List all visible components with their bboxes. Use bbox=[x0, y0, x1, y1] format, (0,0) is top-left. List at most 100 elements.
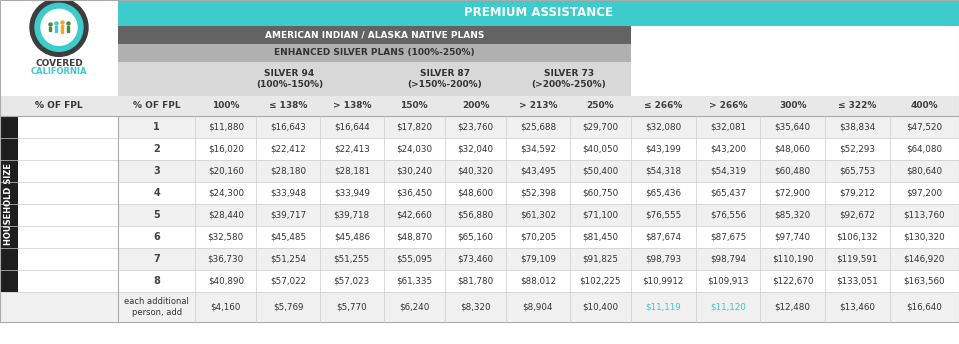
Text: $8,320: $8,320 bbox=[460, 302, 491, 312]
Text: $109,913: $109,913 bbox=[708, 277, 749, 286]
Bar bbox=[67, 26, 69, 32]
Bar bbox=[118, 182, 959, 204]
Bar bbox=[55, 26, 58, 32]
Text: $13,460: $13,460 bbox=[839, 302, 876, 312]
Text: $55,095: $55,095 bbox=[396, 255, 433, 264]
Text: $110,190: $110,190 bbox=[772, 255, 813, 264]
Text: $25,688: $25,688 bbox=[520, 122, 556, 131]
Text: $92,672: $92,672 bbox=[839, 211, 876, 219]
Bar bbox=[60, 25, 63, 33]
Text: ENHANCED SILVER PLANS (100%-250%): ENHANCED SILVER PLANS (100%-250%) bbox=[274, 49, 475, 57]
Text: > 138%: > 138% bbox=[333, 101, 371, 110]
Text: $32,080: $32,080 bbox=[645, 122, 682, 131]
Text: $16,643: $16,643 bbox=[270, 122, 306, 131]
Text: 400%: 400% bbox=[911, 101, 938, 110]
Text: $8,904: $8,904 bbox=[523, 302, 553, 312]
Circle shape bbox=[41, 9, 77, 45]
Text: $65,753: $65,753 bbox=[839, 166, 876, 175]
Text: $12,480: $12,480 bbox=[775, 302, 810, 312]
Text: $85,320: $85,320 bbox=[775, 211, 811, 219]
Bar bbox=[118, 270, 959, 292]
Text: $98,793: $98,793 bbox=[645, 255, 682, 264]
Text: $65,437: $65,437 bbox=[710, 189, 746, 197]
Text: $81,450: $81,450 bbox=[582, 233, 619, 241]
Text: $91,825: $91,825 bbox=[582, 255, 619, 264]
Text: $71,100: $71,100 bbox=[582, 211, 619, 219]
Text: ≤ 266%: ≤ 266% bbox=[644, 101, 683, 110]
Text: 2: 2 bbox=[153, 144, 160, 154]
Text: $11,120: $11,120 bbox=[710, 302, 746, 312]
Text: $38,834: $38,834 bbox=[839, 122, 876, 131]
Text: $57,023: $57,023 bbox=[334, 277, 370, 286]
Text: $52,293: $52,293 bbox=[839, 144, 876, 153]
Text: $33,949: $33,949 bbox=[334, 189, 370, 197]
Text: $81,780: $81,780 bbox=[457, 277, 494, 286]
Text: $61,302: $61,302 bbox=[520, 211, 556, 219]
Text: $80,640: $80,640 bbox=[906, 166, 943, 175]
Text: $20,160: $20,160 bbox=[208, 166, 244, 175]
Text: $39,717: $39,717 bbox=[270, 211, 306, 219]
Bar bbox=[0, 96, 118, 116]
Text: 4: 4 bbox=[153, 188, 160, 198]
Text: $88,012: $88,012 bbox=[520, 277, 556, 286]
Text: 100%: 100% bbox=[212, 101, 240, 110]
Text: $28,180: $28,180 bbox=[270, 166, 306, 175]
Text: $32,580: $32,580 bbox=[208, 233, 244, 241]
Text: $39,718: $39,718 bbox=[334, 211, 370, 219]
Text: $73,460: $73,460 bbox=[457, 255, 494, 264]
Text: $79,212: $79,212 bbox=[839, 189, 876, 197]
Text: > 266%: > 266% bbox=[709, 101, 747, 110]
Text: $60,750: $60,750 bbox=[582, 189, 619, 197]
Text: $33,948: $33,948 bbox=[270, 189, 306, 197]
Text: $24,300: $24,300 bbox=[208, 189, 244, 197]
Text: $36,730: $36,730 bbox=[208, 255, 244, 264]
Text: 250%: 250% bbox=[587, 101, 614, 110]
Text: $56,880: $56,880 bbox=[457, 211, 494, 219]
Text: $11,119: $11,119 bbox=[645, 302, 681, 312]
Text: $54,319: $54,319 bbox=[710, 166, 746, 175]
Text: 3: 3 bbox=[153, 166, 160, 176]
Text: SILVER 94
(100%-150%): SILVER 94 (100%-150%) bbox=[256, 69, 323, 89]
Text: $97,740: $97,740 bbox=[775, 233, 810, 241]
Text: $24,030: $24,030 bbox=[396, 144, 433, 153]
Text: $4,160: $4,160 bbox=[211, 302, 241, 312]
Text: $45,485: $45,485 bbox=[270, 233, 306, 241]
Text: $10,400: $10,400 bbox=[582, 302, 619, 312]
Text: ≤ 138%: ≤ 138% bbox=[269, 101, 308, 110]
Text: $64,080: $64,080 bbox=[906, 144, 943, 153]
Text: 200%: 200% bbox=[462, 101, 489, 110]
Text: > 213%: > 213% bbox=[519, 101, 557, 110]
Text: $16,020: $16,020 bbox=[208, 144, 244, 153]
Text: $5,769: $5,769 bbox=[273, 302, 303, 312]
Text: $34,592: $34,592 bbox=[520, 144, 556, 153]
Bar bbox=[118, 96, 959, 116]
Text: % OF FPL: % OF FPL bbox=[132, 101, 180, 110]
Text: $36,450: $36,450 bbox=[396, 189, 433, 197]
Text: $130,320: $130,320 bbox=[903, 233, 946, 241]
Text: $65,160: $65,160 bbox=[457, 233, 494, 241]
Text: $42,660: $42,660 bbox=[396, 211, 433, 219]
Text: $40,320: $40,320 bbox=[457, 166, 494, 175]
Text: 1: 1 bbox=[153, 122, 160, 132]
Circle shape bbox=[35, 3, 83, 51]
Text: $122,670: $122,670 bbox=[772, 277, 813, 286]
Bar bbox=[118, 248, 959, 270]
Text: $16,640: $16,640 bbox=[906, 302, 943, 312]
Text: $32,081: $32,081 bbox=[710, 122, 746, 131]
Text: $48,060: $48,060 bbox=[775, 144, 810, 153]
Bar bbox=[118, 44, 631, 62]
Text: $102,225: $102,225 bbox=[579, 277, 621, 286]
Text: $87,675: $87,675 bbox=[710, 233, 746, 241]
Text: $47,520: $47,520 bbox=[906, 122, 943, 131]
Bar bbox=[49, 27, 51, 31]
Text: CALIFORNIA: CALIFORNIA bbox=[31, 67, 87, 76]
Bar bbox=[118, 204, 959, 226]
Text: $61,335: $61,335 bbox=[396, 277, 433, 286]
Text: $79,109: $79,109 bbox=[520, 255, 556, 264]
Text: $146,920: $146,920 bbox=[903, 255, 945, 264]
Text: 300%: 300% bbox=[779, 101, 807, 110]
Text: SILVER 73
(>200%-250%): SILVER 73 (>200%-250%) bbox=[531, 69, 606, 89]
Text: $11,880: $11,880 bbox=[208, 122, 244, 131]
Text: $6,240: $6,240 bbox=[399, 302, 430, 312]
Text: $40,050: $40,050 bbox=[582, 144, 619, 153]
